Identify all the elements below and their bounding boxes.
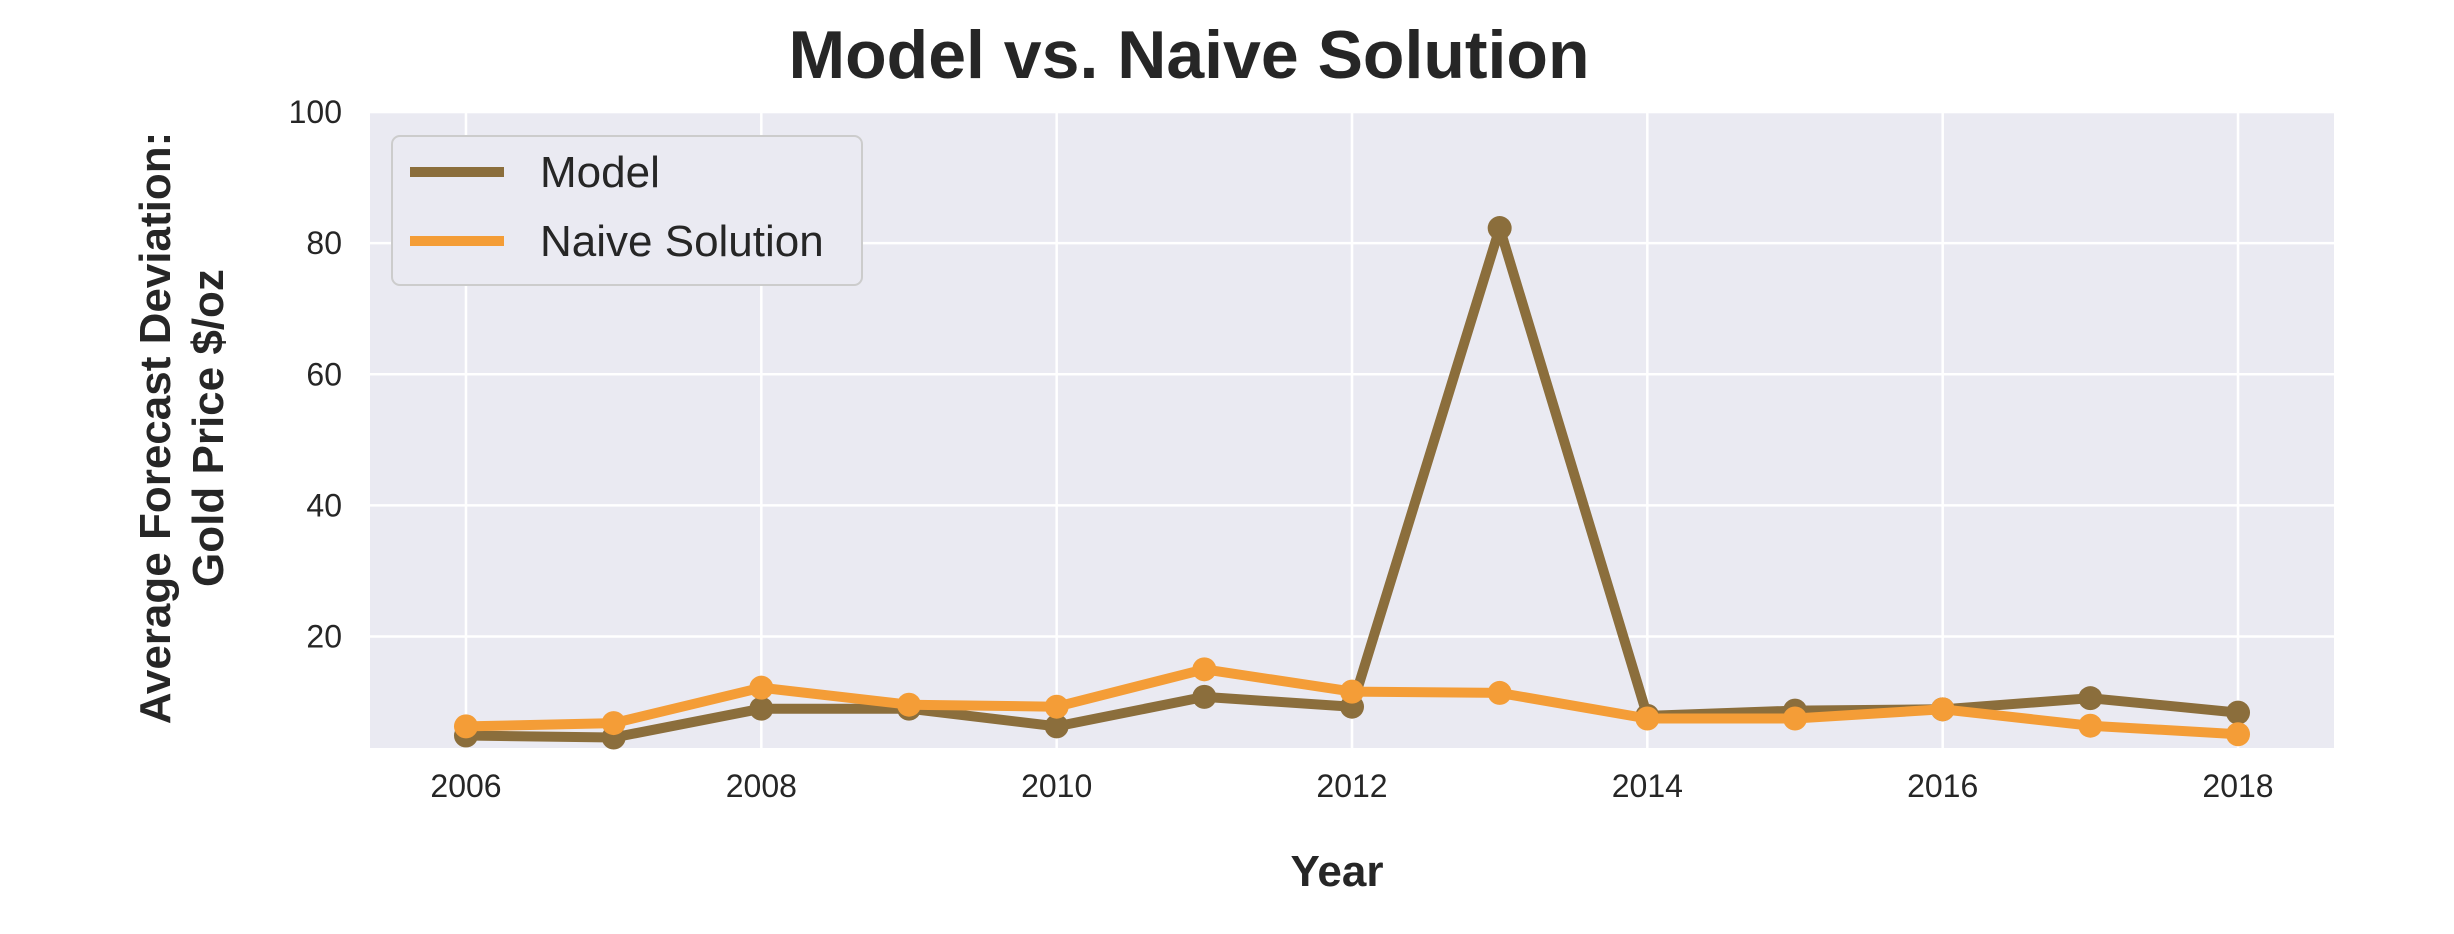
legend: Model Naive Solution [391,135,863,286]
data-point [453,714,478,739]
data-point [1044,694,1069,719]
data-point [1192,684,1217,709]
data-point [1930,697,1955,722]
y-tick-label: 60 [306,356,342,392]
legend-label: Naive Solution [540,217,824,266]
data-point [896,692,921,717]
x-tick-label: 2012 [1316,768,1387,804]
data-point [1192,657,1217,682]
data-point [1487,216,1512,241]
y-axis-label-line-2: Gold Price $/oz [184,269,233,587]
data-point [601,711,626,736]
legend-label: Model [540,148,660,197]
y-axis-label-line-1: Average Forecast Deviation: [131,132,180,725]
x-tick-label: 2008 [726,768,797,804]
legend-frame [391,135,863,286]
x-axis-label: Year [1291,847,1384,896]
data-point [1340,679,1364,704]
x-tick-label: 2014 [1612,768,1683,804]
data-point [2226,722,2251,747]
data-point [2226,700,2251,725]
y-tick-label: 20 [306,619,342,655]
y-axis-ticks: 20 40 60 80 100 [289,94,342,655]
y-tick-label: 80 [306,225,342,261]
y-tick-label: 40 [306,487,342,523]
data-point [749,696,774,721]
data-point [1635,706,1660,731]
data-point [2078,713,2103,738]
data-point [749,675,774,700]
data-point [1783,706,1808,731]
y-tick-label: 100 [289,94,342,130]
data-point [1044,714,1069,739]
series-group [453,216,2251,750]
x-tick-label: 2018 [2202,768,2273,804]
x-axis-ticks: 2006 2008 2010 2012 2014 2016 2018 [430,768,2273,804]
chart-title: Model vs. Naive Solution [788,17,1589,93]
data-point [1487,680,1512,705]
y-axis-label: Average Forecast Deviation: Gold Price $… [131,132,233,725]
x-tick-label: 2016 [1907,768,1978,804]
x-tick-label: 2006 [430,768,501,804]
data-point [2078,686,2103,711]
series-1 [453,657,2251,747]
x-tick-label: 2010 [1021,768,1092,804]
